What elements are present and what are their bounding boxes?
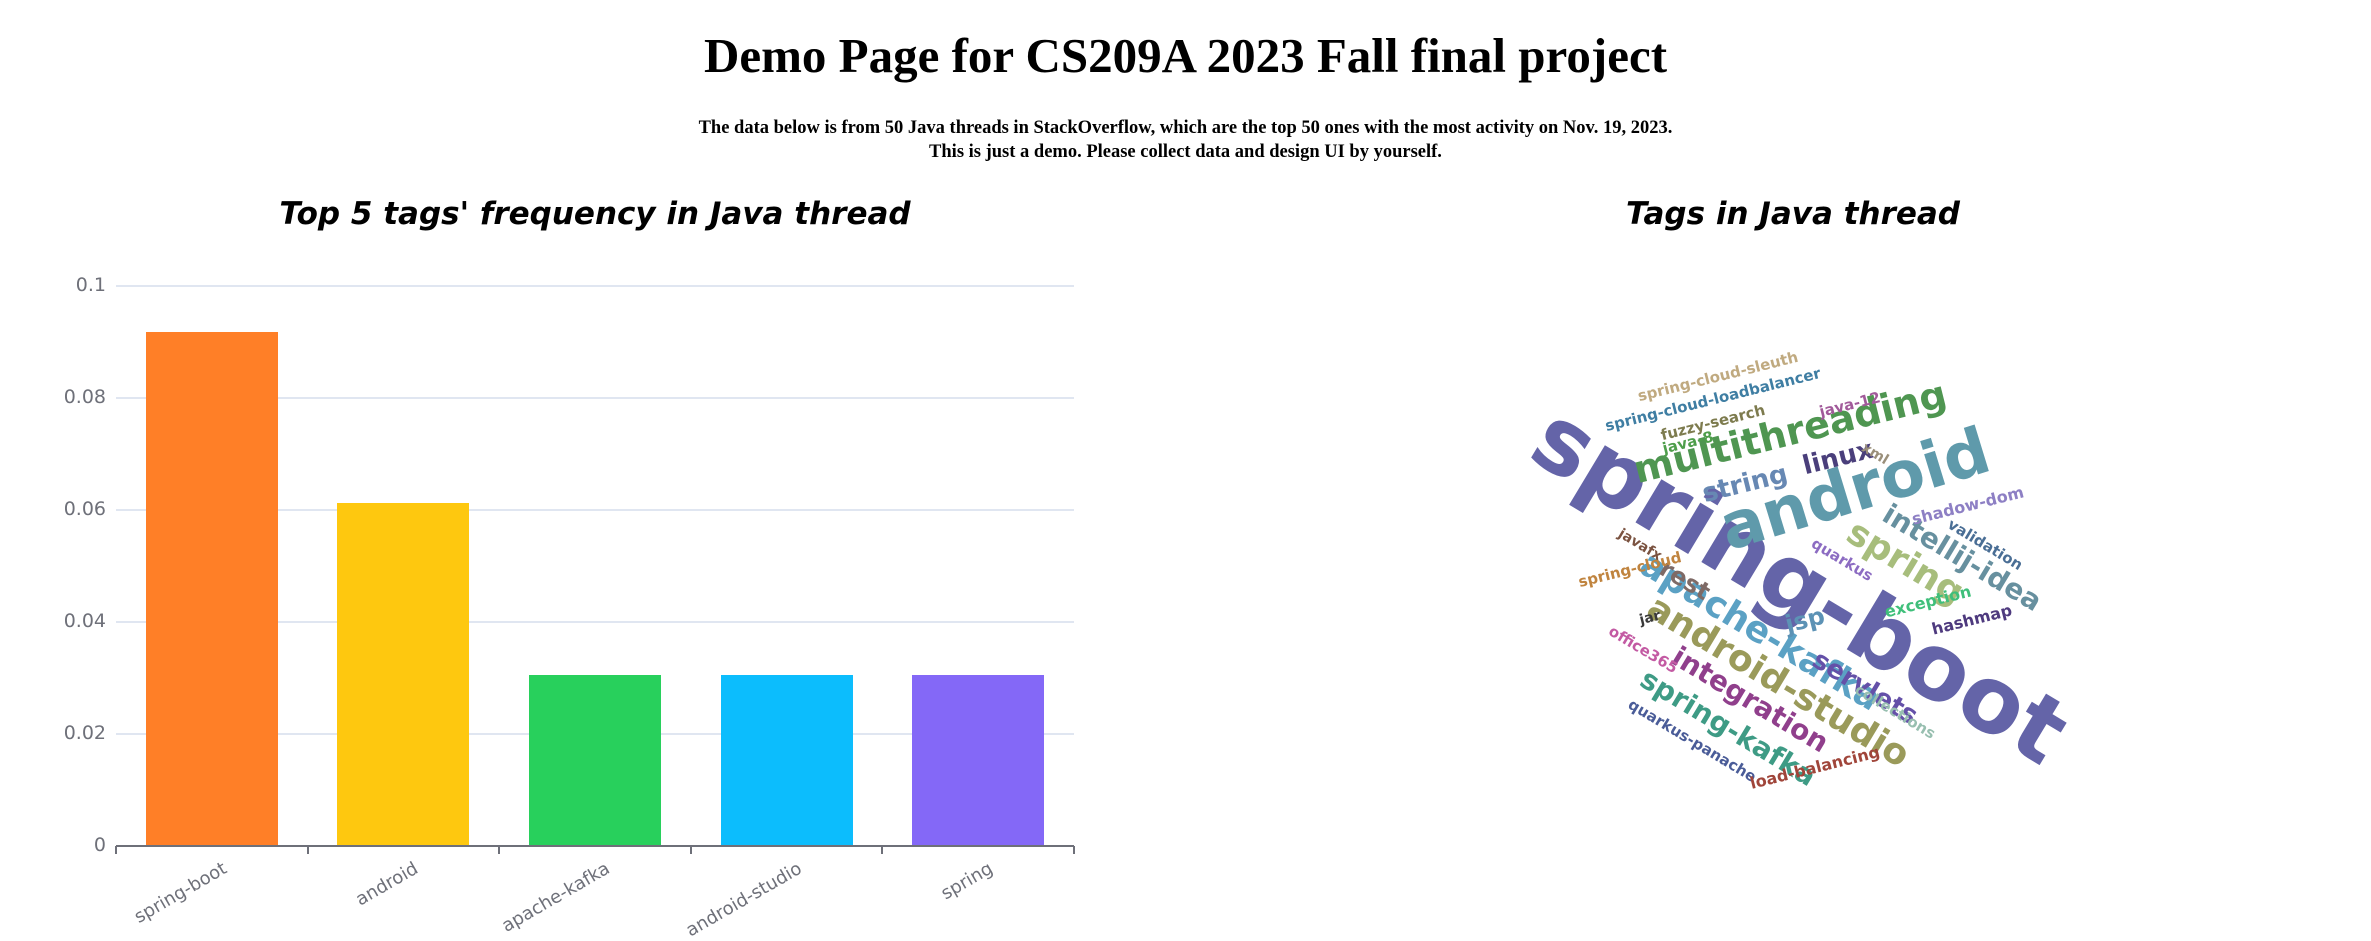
x-tick-label: apache-kafka [498,858,614,937]
x-axis [116,845,1074,847]
bar-chart-title: Top 5 tags' frequency in Java thread [279,196,911,232]
x-axis-tick [498,846,501,854]
gridline [116,509,1074,511]
gridline [116,621,1074,623]
y-tick-label: 0.08 [63,386,106,408]
x-axis-tick [115,846,117,854]
y-tick-label: 0.04 [63,610,106,632]
y-tick-label: 0.1 [75,274,106,296]
y-tick-label: 0 [93,834,106,856]
x-axis-tick [689,846,692,854]
x-tick-label: spring [937,858,997,905]
page-title: Demo Page for CS209A 2023 Fall final pro… [703,28,1668,83]
x-tick-label: android-studio [681,858,806,941]
x-tick-label: spring-boot [130,858,231,928]
gridline [116,285,1074,287]
x-axis-tick [306,846,309,854]
bar-android[interactable] [337,503,470,846]
subtitle-line-2: This is just a demo. Please collect data… [929,142,1442,162]
x-tick-label: android [352,858,422,911]
subtitle-line-1: The data below is from 50 Java threads i… [698,118,1673,138]
x-axis-tick [881,846,884,854]
x-axis-tick [1073,846,1075,854]
bar-spring[interactable] [912,674,1045,846]
bar-apache-kafka[interactable] [529,674,661,846]
bar-spring-boot[interactable] [145,331,278,846]
y-tick-label: 0.02 [63,722,106,744]
word-cloud-title: Tags in Java thread [1626,196,1960,232]
gridline [116,397,1074,399]
bar-android-studio[interactable] [720,674,853,846]
y-tick-label: 0.06 [63,498,106,520]
